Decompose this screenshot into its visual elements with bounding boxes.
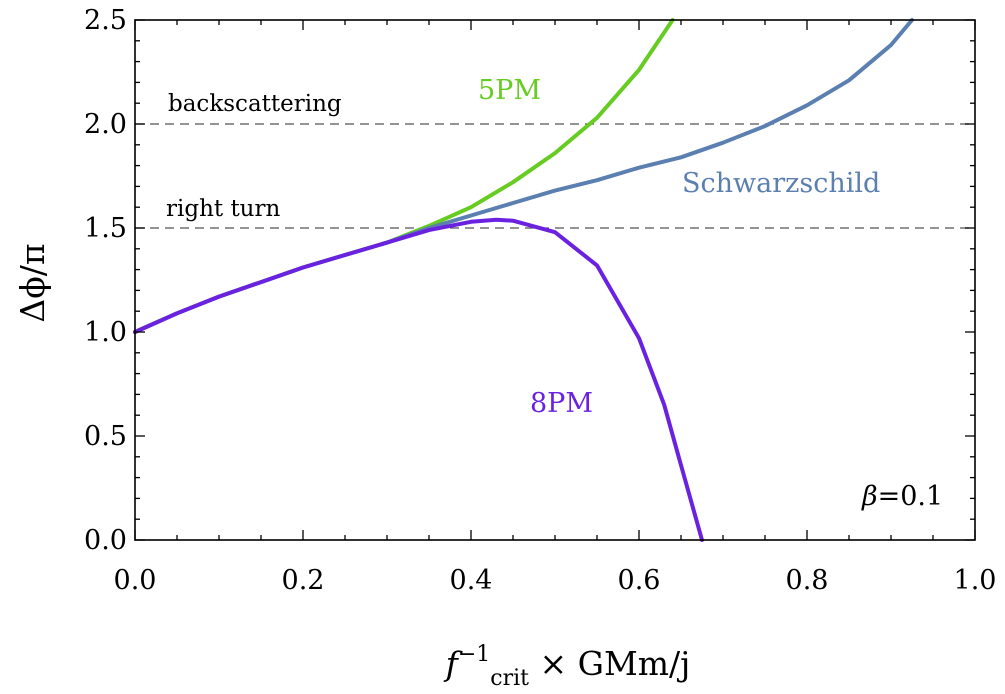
reference-lines (135, 123, 975, 229)
x-tick-label: 1.0 (954, 565, 997, 596)
x-axis-title: f−1crit × GMm/j (443, 642, 691, 691)
series-layer (133, 18, 914, 542)
x-axis-title-sup: −1 (458, 642, 490, 667)
series-label-schwarzschild: Schwarzschild (682, 168, 880, 199)
x-tick-label: 0.2 (282, 565, 325, 596)
x-tick-label: 0.6 (618, 565, 661, 596)
y-tick-label: 2.5 (84, 5, 127, 36)
reference-label-backscattering: backscattering (168, 91, 342, 117)
y-tick-label: 1.0 (84, 317, 127, 348)
tick-labels: 0.0 0.2 0.4 0.6 0.8 1.0 0.0 0.5 1.0 1.5 2.0 2.5 (84, 5, 996, 596)
y-tick-label: 1.5 (84, 213, 127, 244)
series-label-8pm: 8PM (530, 388, 593, 419)
parameter-value: =0.1 (878, 481, 944, 512)
parameter-note: β=0.1 (861, 481, 943, 512)
x-axis-title-rest: × GMm/j (529, 644, 690, 683)
y-axis-title: Δϕ/π (13, 243, 52, 322)
y-tick-label: 0.5 (84, 421, 127, 452)
plot-frame (134, 19, 976, 541)
parameter-symbol: β (861, 481, 878, 512)
x-tick-label: 0.4 (450, 565, 493, 596)
series-label-5pm: 5PM (478, 75, 541, 106)
series-line-8pm (133, 217, 704, 542)
x-axis-title-sub: crit (490, 666, 529, 691)
reference-label-right-turn: right turn (166, 196, 280, 222)
x-tick-label: 0.8 (786, 565, 829, 596)
x-tick-label: 0.0 (114, 565, 157, 596)
y-tick-label: 0.0 (84, 525, 127, 556)
y-tick-label: 2.0 (84, 109, 127, 140)
series-line-5pm (133, 18, 675, 334)
